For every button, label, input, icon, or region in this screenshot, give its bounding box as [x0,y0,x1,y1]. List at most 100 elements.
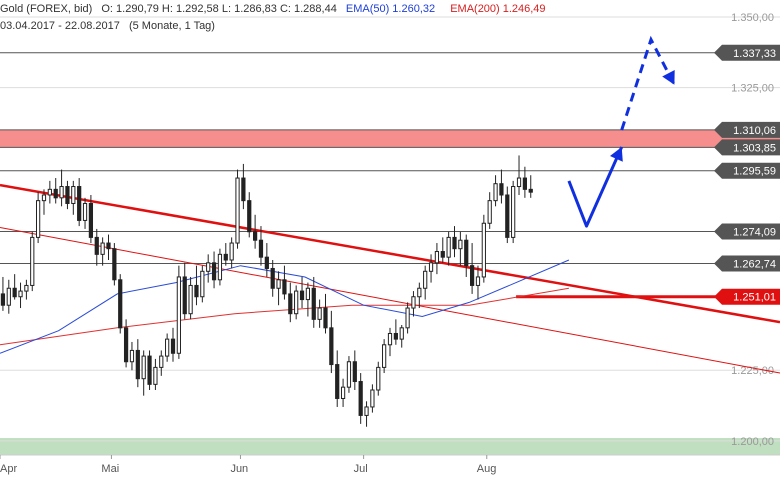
x-tick-label: Jul [354,463,368,475]
candle-body [71,186,76,204]
price-label-bg [714,139,780,156]
candle-body [36,200,41,238]
candle-body [247,200,252,233]
x-tick-label: Aug [477,463,497,475]
candle-body [499,183,504,196]
candle-body [282,279,287,295]
candle-body [516,177,522,188]
candle-body [200,270,205,298]
ohlc-readout: O: 1.290,79 H: 1.292,58 L: 1.286,83 C: 1… [101,3,337,15]
candle-body [194,284,199,298]
candle-body [382,344,387,368]
header-line-2: 03.04.2017 - 22.08.2017 (5 Monate, 1 Tag… [0,20,221,32]
candle-body [458,239,463,250]
candle-body [18,290,23,298]
price-label-bg [714,255,780,272]
y-tick-label: 1.325,00 [731,83,774,95]
candle-body [276,279,281,289]
candle-body [153,366,158,385]
price-label-bg [714,288,780,305]
candle-body [253,231,258,241]
candle-body [399,327,404,340]
candle-body [370,389,375,408]
x-tick-label: Jun [230,463,248,475]
candle-body [88,202,94,238]
price-label: 1.295,59 [733,166,776,178]
candle-body [94,236,99,255]
candle-body [129,349,135,363]
candle-body [475,276,481,286]
candle-body [299,290,305,301]
candle-body [206,262,211,272]
period-label: (5 Monate, 1 Tag) [128,20,215,32]
ema50-legend-label: EMA(50) [345,3,390,15]
ema50-legend: EMA(50) 1.260,32 [346,3,441,15]
resistance-zone [0,129,780,148]
candle-body [452,236,457,250]
candle-body [112,248,117,281]
candle-body [223,253,228,261]
candle-body [352,361,357,383]
candle-body [469,265,475,286]
candle-body [305,287,311,301]
candle-body [288,293,293,315]
candle-body [12,287,17,298]
candle-body [294,290,299,315]
candle-body [340,386,346,399]
projection-dashed-arrowhead [662,70,675,85]
price-label: 1.303,85 [733,142,776,154]
candle-body [53,188,58,199]
candle-body [487,200,492,224]
projection-solid-arrowhead [610,147,623,162]
candle-body [446,236,451,258]
price-label-bg [714,44,780,61]
candle-body [258,239,264,258]
candle-body [434,251,440,264]
candle-body [329,327,334,366]
candle-body [335,364,340,399]
candle-body [65,186,70,204]
candle-body [135,349,140,380]
candle-body [522,177,527,190]
candle-body [505,194,510,238]
candle-body [317,307,322,320]
candle-body [323,307,328,329]
price-label: 1.274,09 [733,226,776,238]
candle-body [118,279,123,329]
price-label-bg [714,223,780,240]
candle-body [147,355,152,385]
x-tick-label: Mai [101,463,119,475]
candle-body [264,256,269,269]
candle-body [428,262,434,272]
ema50-line [0,259,570,354]
instrument-label: Gold (FOREX, bid) [0,3,93,15]
price-label: 1.337,33 [733,48,776,60]
price-label-bg [714,162,780,179]
candle-body [106,242,111,250]
candle-body [376,366,381,391]
candle-body [170,338,176,354]
candle-body [346,361,352,388]
y-tick-label: 1.350,00 [731,12,774,24]
candle-body [176,276,181,354]
candle-body [41,194,47,202]
candle-body [159,355,164,368]
candle-body [123,327,129,363]
y-tick-label: 1.200,00 [731,436,774,448]
candle-body [229,242,234,261]
candle-body [182,276,187,315]
candle-body [0,293,6,306]
trendline-thin [0,227,780,374]
candle-body [405,307,410,329]
candle-body [211,262,217,281]
candle-body [440,251,445,258]
candle-body [364,406,369,416]
date-range: 03.04.2017 - 22.08.2017 [0,20,120,32]
candle-body [141,355,146,380]
candle-body [235,177,240,244]
header-line-1: Gold (FOREX, bid) O: 1.290,79 H: 1.292,5… [0,3,558,15]
candle-body [528,188,533,193]
projection-dashed-line [620,35,676,131]
